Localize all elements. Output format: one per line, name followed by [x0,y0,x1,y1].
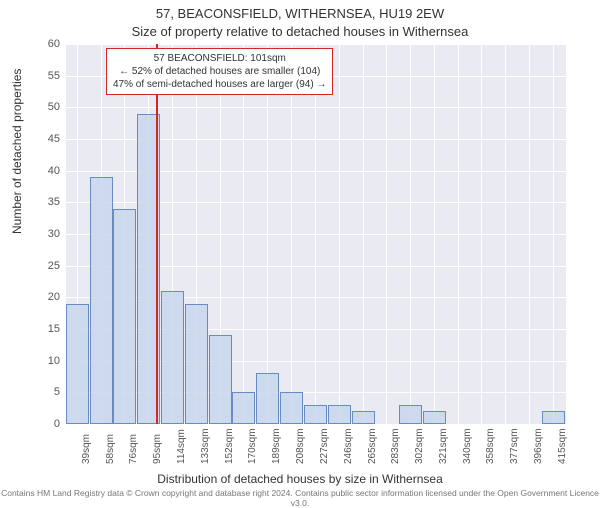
x-tick-label: 340sqm [462,428,473,464]
histogram-bar [209,335,232,424]
gridline-v [315,44,316,424]
x-tick-label: 302sqm [414,428,425,464]
histogram-bar [66,304,89,424]
y-tick-label: 50 [30,101,60,113]
y-tick-label: 5 [30,386,60,398]
histogram-bar [352,411,375,424]
y-tick-label: 10 [30,355,60,367]
x-tick-label: 170sqm [247,428,258,464]
histogram-bar [232,392,255,424]
gridline-v [386,44,387,424]
gridline-h [66,424,566,425]
histogram-bar [280,392,303,424]
y-tick-label: 55 [30,70,60,82]
x-tick-label: 76sqm [128,434,139,464]
y-tick-label: 25 [30,260,60,272]
annotation-box: 57 BEACONSFIELD: 101sqm← 52% of detached… [106,48,333,95]
x-tick-label: 95sqm [152,434,163,464]
x-tick-label: 321sqm [438,428,449,464]
plot-area: 57 BEACONSFIELD: 101sqm← 52% of detached… [66,44,566,424]
x-tick-label: 208sqm [295,428,306,464]
x-tick-label: 114sqm [176,429,187,464]
y-tick-label: 15 [30,323,60,335]
x-tick-label: 58sqm [105,434,116,464]
histogram-bar [304,405,327,424]
annotation-line1: 57 BEACONSFIELD: 101sqm [113,52,326,65]
gridline-v [363,44,364,424]
histogram-bar [423,411,446,424]
gridline-v [291,44,292,424]
x-tick-label: 396sqm [533,428,544,464]
x-tick-label: 227sqm [319,428,330,464]
reference-line [156,44,158,424]
histogram-bar [113,209,136,424]
gridline-v [267,44,268,424]
x-axis-title: Distribution of detached houses by size … [0,472,600,486]
y-tick-label: 0 [30,418,60,430]
gridline-v [481,44,482,424]
histogram-bar [399,405,422,424]
histogram-bar [256,373,279,424]
annotation-line3: 47% of semi-detached houses are larger (… [113,78,326,91]
histogram-bar [185,304,208,424]
x-tick-label: 265sqm [367,428,378,464]
x-tick-label: 246sqm [343,428,354,464]
histogram-bar [542,411,565,424]
gridline-v [505,44,506,424]
y-tick-label: 35 [30,196,60,208]
y-tick-label: 40 [30,165,60,177]
gridline-v [434,44,435,424]
y-tick-label: 60 [30,38,60,50]
gridline-v [243,44,244,424]
histogram-bar [90,177,113,424]
x-tick-label: 133sqm [200,428,211,464]
x-tick-label: 415sqm [557,428,568,464]
x-tick-label: 377sqm [509,428,520,464]
gridline-v [339,44,340,424]
x-tick-label: 358sqm [485,428,496,464]
gridline-v [553,44,554,424]
annotation-line2: ← 52% of detached houses are smaller (10… [113,65,326,78]
footer-attribution: Contains HM Land Registry data © Crown c… [0,488,600,508]
gridline-v [529,44,530,424]
y-tick-label: 20 [30,291,60,303]
x-tick-label: 39sqm [81,434,92,464]
gridline-v [410,44,411,424]
x-tick-label: 189sqm [271,428,282,464]
chart-container: 57, BEACONSFIELD, WITHERNSEA, HU19 2EW S… [0,0,600,500]
y-tick-label: 30 [30,228,60,240]
x-tick-label: 152sqm [224,428,235,464]
y-axis-title: Number of detached properties [10,69,24,234]
chart-subtitle: Size of property relative to detached ho… [0,24,600,39]
chart-title-address: 57, BEACONSFIELD, WITHERNSEA, HU19 2EW [0,6,600,21]
x-tick-label: 283sqm [390,428,401,464]
histogram-bar [161,291,184,424]
y-tick-label: 45 [30,133,60,145]
histogram-bar [328,405,351,424]
gridline-v [458,44,459,424]
